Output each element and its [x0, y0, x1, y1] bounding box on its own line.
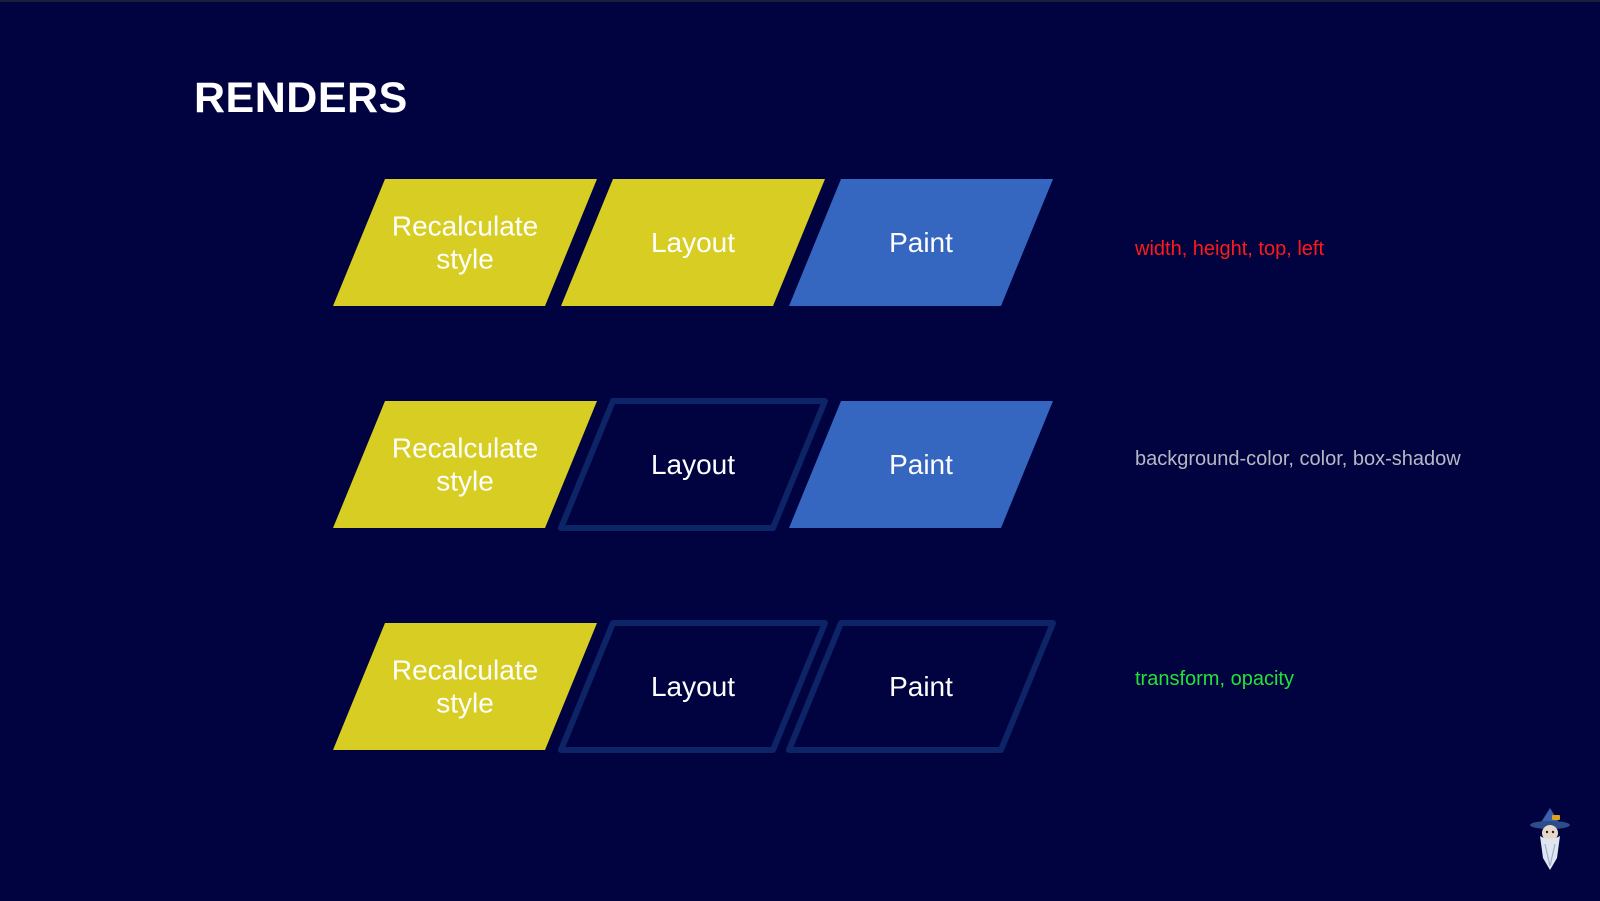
stage-recalculate-style-label: Recalculate [392, 433, 538, 464]
stage-layout-label: Layout [651, 227, 735, 258]
stage-layout-shape [558, 620, 828, 753]
slide-title: RENDERS [194, 74, 408, 122]
stage-paint-shape [789, 401, 1053, 528]
stage-layout-label: Layout [651, 449, 735, 480]
wizard-mascot-icon [1530, 808, 1570, 870]
stage-recalculate-style-label: style [436, 466, 494, 497]
stage-recalculate-style-shape [333, 401, 597, 528]
stage-recalculate-style-shape [333, 623, 597, 750]
top-divider [0, 0, 1600, 2]
stage-recalculate-style-label: style [436, 244, 494, 275]
stage-paint-shape [786, 620, 1056, 753]
stage-layout-shape [561, 179, 825, 306]
stage-paint-label: Paint [889, 449, 953, 480]
stage-layout-label: Layout [651, 671, 735, 702]
stage-paint-label: Paint [889, 671, 953, 702]
row-note-layout-triggers: width, height, top, left [1135, 238, 1325, 260]
stage-recalculate-style-label: style [436, 688, 494, 719]
stage-recalculate-style-shape [333, 179, 597, 306]
stage-layout-shape [558, 398, 828, 531]
stage-recalculate-style-label: Recalculate [392, 655, 538, 686]
stage-recalculate-style-label: Recalculate [392, 211, 538, 242]
stage-paint-label: Paint [889, 227, 953, 258]
row-note-composite-triggers: transform, opacity [1135, 668, 1294, 690]
row-note-paint-triggers: background-color, color, box-shadow [1135, 448, 1461, 470]
stage-paint-shape [789, 179, 1053, 306]
